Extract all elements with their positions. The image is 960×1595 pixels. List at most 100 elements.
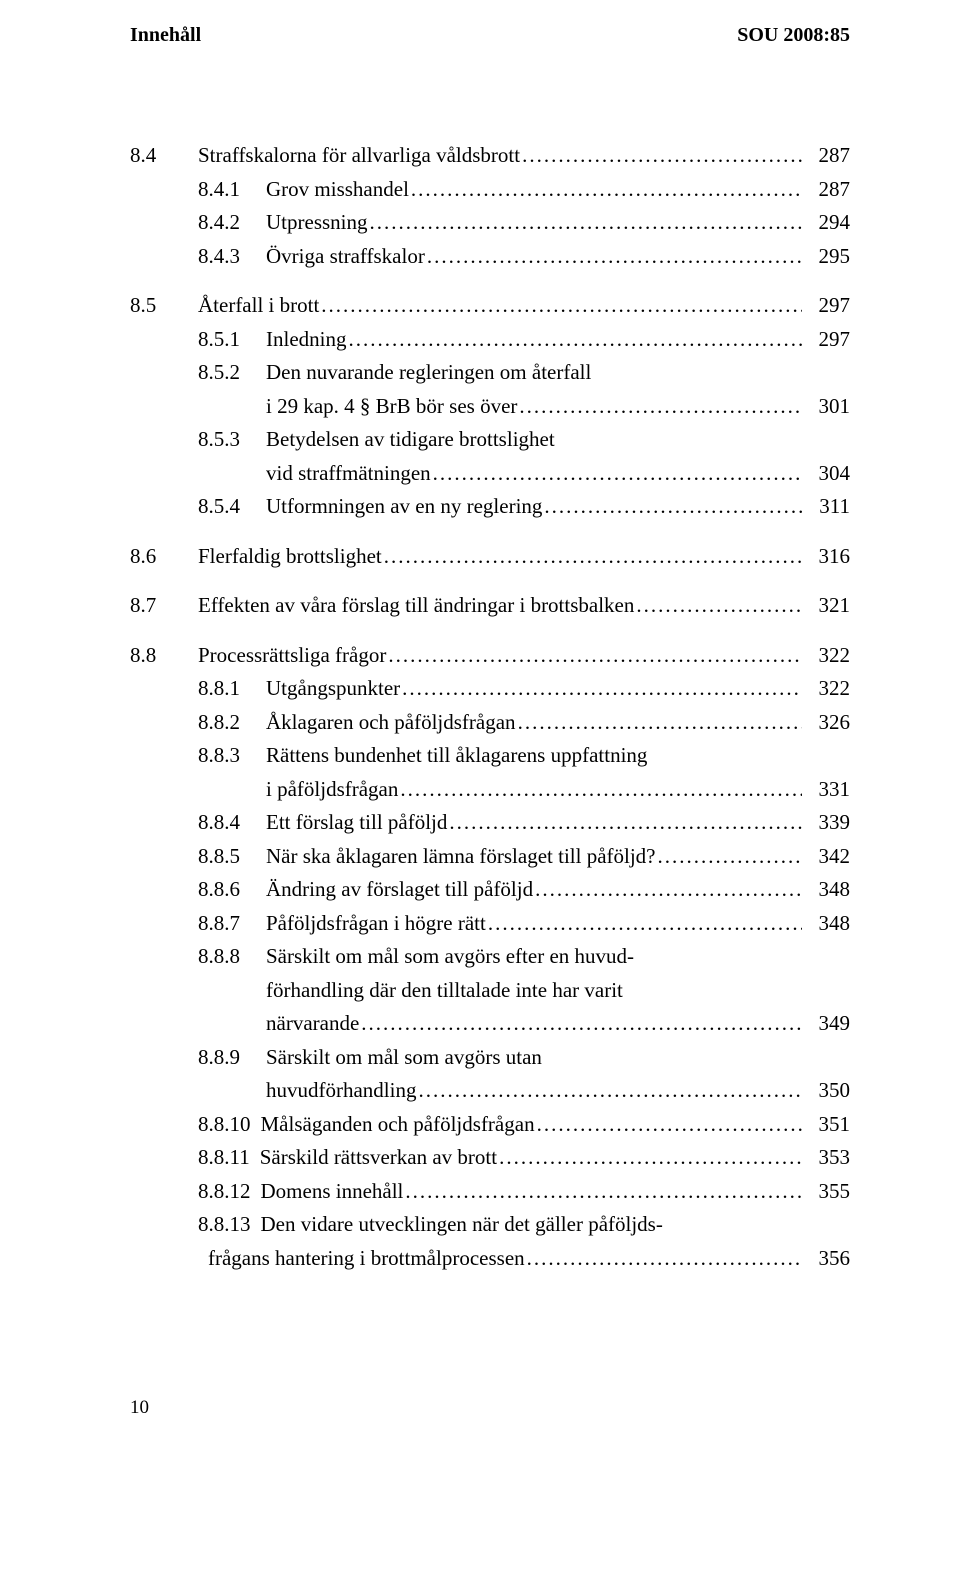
toc-number: 8.8.8 (198, 941, 266, 973)
toc-title: Ett förslag till påföljd (266, 807, 447, 839)
toc-title: Särskilt om mål som avgörs utan (266, 1042, 542, 1074)
toc-leader (400, 774, 802, 806)
toc-title: Återfall i brott (198, 290, 319, 322)
toc-title: Övriga straffskalor (266, 241, 425, 273)
toc-title: Rättens bundenhet till åklagarens uppfat… (266, 740, 647, 772)
toc-number: 8.8.9 (198, 1042, 266, 1074)
toc-page: 294 (804, 207, 850, 239)
toc-page: 287 (804, 140, 850, 172)
toc-leader (527, 1243, 802, 1275)
toc-number: 8.8.2 (198, 707, 266, 739)
toc-title: Särskilt om mål som avgörs efter en huvu… (266, 941, 634, 973)
toc-sub-entry: 8.8.6Ändring av förslaget till påföljd34… (130, 874, 850, 906)
toc-sub-entry: 8.8.11Särskild rättsverkan av brott353 (130, 1142, 850, 1174)
toc-page: 321 (804, 590, 850, 622)
toc-title: Utpressning (266, 207, 368, 239)
toc-page: 353 (804, 1142, 850, 1174)
toc-continuation: förhandling där den tilltalade inte har … (130, 975, 850, 1007)
toc-number: 8.6 (130, 541, 198, 573)
toc-main-entry: 8.5Återfall i brott 297 (130, 290, 850, 322)
toc-leader (488, 908, 802, 940)
toc-page: 356 (804, 1243, 850, 1275)
toc-leader (405, 1176, 802, 1208)
toc-leader (499, 1142, 802, 1174)
toc-page: 339 (804, 807, 850, 839)
toc-title: Betydelsen av tidigare brottslighet (266, 424, 555, 456)
toc-number: 8.8.13 (198, 1209, 251, 1241)
toc-page: 351 (804, 1109, 850, 1141)
toc-number: 8.4.2 (198, 207, 266, 239)
toc-number: 8.5 (130, 290, 198, 322)
toc-number: 8.4.1 (198, 174, 266, 206)
toc-title: Åklagaren och påföljdsfrågan (266, 707, 516, 739)
toc-sub-entry: 8.5.1Inledning297 (130, 324, 850, 356)
toc-sub-entry: 8.5.4Utformningen av en ny reglering311 (130, 491, 850, 523)
toc-leader (658, 841, 802, 873)
toc-number: 8.5.3 (198, 424, 266, 456)
toc-number: 8.8.1 (198, 673, 266, 705)
toc-title: Utgångspunkter (266, 673, 400, 705)
toc-title: i 29 kap. 4 § BrB bör ses över (266, 391, 517, 423)
toc-page: 297 (804, 290, 850, 322)
toc-sub-entry: 8.8.4Ett förslag till påföljd339 (130, 807, 850, 839)
toc-sub-entry: 8.4.2Utpressning 294 (130, 207, 850, 239)
toc-sub-entry: 8.8.12 Domens innehåll 355 (130, 1176, 850, 1208)
toc-title: Straffskalorna för allvarliga våldsbrott (198, 140, 520, 172)
toc-continuation: frågans hantering i brottmålprocessen356 (130, 1243, 850, 1275)
toc-sub-entry: 8.4.1Grov misshandel 287 (130, 174, 850, 206)
toc-sub-entry: 8.4.3Övriga straffskalor295 (130, 241, 850, 273)
toc-title: Utformningen av en ny reglering (266, 491, 542, 523)
toc-title: Målsäganden och påföljdsfrågan (261, 1109, 535, 1141)
toc-page: 349 (804, 1008, 850, 1040)
toc-sub-entry: 8.8.9Särskilt om mål som avgörs utan (130, 1042, 850, 1074)
page-header: Innehåll SOU 2008:85 (130, 20, 850, 50)
toc-main-entry: 8.7Effekten av våra förslag till ändring… (130, 590, 850, 622)
toc-page: 355 (804, 1176, 850, 1208)
toc-number: 8.8.6 (198, 874, 266, 906)
toc-sub-entry: 8.8.7Påföljdsfrågan i högre rätt348 (130, 908, 850, 940)
toc-title: Grov misshandel (266, 174, 409, 206)
toc-page: 331 (804, 774, 850, 806)
toc-sub-entry: 8.5.2Den nuvarande regleringen om återfa… (130, 357, 850, 389)
toc-page: 287 (804, 174, 850, 206)
toc-leader (348, 324, 802, 356)
toc-number: 8.4 (130, 140, 198, 172)
toc-leader (433, 458, 802, 490)
toc-number: 8.8.11 (198, 1142, 250, 1174)
toc-sub-entry: 8.8.3Rättens bundenhet till åklagarens u… (130, 740, 850, 772)
toc-main-entry: 8.4Straffskalorna för allvarliga våldsbr… (130, 140, 850, 172)
toc-continuation: vid straffmätningen304 (130, 458, 850, 490)
toc-page: 348 (804, 908, 850, 940)
toc-number: 8.4.3 (198, 241, 266, 273)
toc-sub-entry: 8.8.13Den vidare utvecklingen när det gä… (130, 1209, 850, 1241)
toc-page: 342 (804, 841, 850, 873)
toc-page: 304 (804, 458, 850, 490)
toc-leader (544, 491, 802, 523)
toc-leader (427, 241, 802, 273)
toc-number: 8.8 (130, 640, 198, 672)
toc-sub-entry: 8.8.5När ska åklagaren lämna förslaget t… (130, 841, 850, 873)
toc-leader (402, 673, 802, 705)
toc-continuation: huvudförhandling350 (130, 1075, 850, 1107)
toc-leader (388, 640, 802, 672)
toc-title: närvarande (266, 1008, 359, 1040)
toc-number: 8.5.2 (198, 357, 266, 389)
toc-leader (321, 290, 802, 322)
toc-leader (522, 140, 802, 172)
toc-title: Inledning (266, 324, 346, 356)
toc-page: 350 (804, 1075, 850, 1107)
footer-page-number: 10 (130, 1394, 850, 1423)
toc-leader (384, 541, 802, 573)
toc-sub-entry: 8.8.8Särskilt om mål som avgörs efter en… (130, 941, 850, 973)
toc-title: Domens innehåll (261, 1176, 404, 1208)
toc-title: Ändring av förslaget till påföljd (266, 874, 533, 906)
toc-continuation: i 29 kap. 4 § BrB bör ses över301 (130, 391, 850, 423)
toc-number: 8.8.10 (198, 1109, 251, 1141)
header-right: SOU 2008:85 (737, 20, 850, 50)
toc-page: 322 (804, 640, 850, 672)
toc-title: i påföljdsfrågan (266, 774, 398, 806)
toc-title: Den nuvarande regleringen om återfall (266, 357, 591, 389)
toc-number: 8.8.12 (198, 1176, 251, 1208)
toc-sub-entry: 8.8.1Utgångspunkter322 (130, 673, 850, 705)
table-of-contents: 8.4Straffskalorna för allvarliga våldsbr… (130, 140, 850, 1274)
